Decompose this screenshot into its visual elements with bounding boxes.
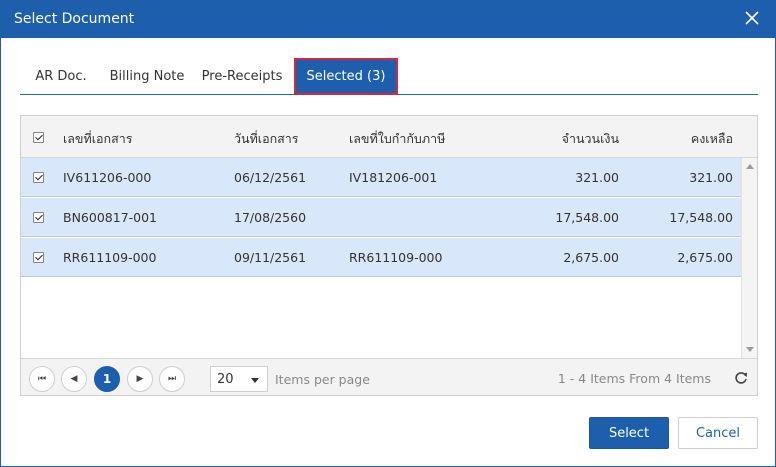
tax-invoice-cell: IV181206-001 xyxy=(349,170,438,185)
doc-date-cell: 06/12/2561 xyxy=(234,170,307,185)
items-per-page-label: Items per page xyxy=(275,372,370,387)
row-checkbox[interactable] xyxy=(33,212,44,223)
balance-cell: 17,548.00 xyxy=(669,210,733,225)
documents-grid: เลขที่เอกสาร วันที่เอกสาร เลขที่ใบกำกับภ… xyxy=(20,115,758,396)
current-page-button[interactable]: 1 xyxy=(94,366,120,392)
dialog-titlebar: Select Document xyxy=(1,1,775,38)
close-icon[interactable] xyxy=(743,9,761,27)
table-row[interactable]: RR611109-000 09/11/2561 RR611109-000 2,6… xyxy=(21,238,741,277)
doc-date-cell: 09/11/2561 xyxy=(234,250,307,265)
column-header-amount[interactable]: จำนวนเงิน xyxy=(561,131,619,146)
tab-selected[interactable]: Selected (3) xyxy=(294,58,398,95)
tab-billing-note[interactable]: Billing Note xyxy=(109,68,185,84)
grid-pager: ⏮ ◀ 1 ▶ ⏭ 20 Items per page 1 - 4 Items … xyxy=(21,358,757,395)
column-header-balance[interactable]: คงเหลือ xyxy=(690,131,733,146)
column-header-doc-date[interactable]: วันที่เอกสาร xyxy=(234,131,299,146)
amount-cell: 17,548.00 xyxy=(555,210,619,225)
doc-no-cell: RR611109-000 xyxy=(63,250,157,265)
tab-ar-doc[interactable]: AR Doc. xyxy=(35,68,87,84)
cancel-button[interactable]: Cancel xyxy=(678,417,758,449)
table-row[interactable]: BN600817-001 17/08/2560 17,548.00 17,548… xyxy=(21,198,741,237)
amount-cell: 2,675.00 xyxy=(563,250,619,265)
grid-scrollbar[interactable] xyxy=(741,158,757,358)
last-page-button[interactable]: ⏭ xyxy=(159,366,185,392)
page-size-value: 20 xyxy=(217,372,234,387)
refresh-icon[interactable] xyxy=(733,370,749,386)
select-all-checkbox[interactable] xyxy=(33,132,44,143)
balance-cell: 321.00 xyxy=(689,170,733,185)
tab-pre-receipts[interactable]: Pre-Receipts xyxy=(201,68,283,84)
scroll-down-icon[interactable] xyxy=(746,347,754,352)
doc-no-cell: IV611206-000 xyxy=(63,170,152,185)
doc-no-cell: BN600817-001 xyxy=(63,210,158,225)
tax-invoice-cell: RR611109-000 xyxy=(349,250,443,265)
select-button[interactable]: Select xyxy=(589,417,669,449)
next-page-button[interactable]: ▶ xyxy=(127,366,153,392)
table-row[interactable]: IV611206-000 06/12/2561 IV181206-001 321… xyxy=(21,158,741,197)
column-header-tax-invoice[interactable]: เลขที่ใบกำกับภาษี xyxy=(349,131,446,146)
chevron-down-icon xyxy=(251,378,259,383)
column-header-doc-no[interactable]: เลขที่เอกสาร xyxy=(63,131,133,146)
balance-cell: 2,675.00 xyxy=(677,250,733,265)
prev-page-button[interactable]: ◀ xyxy=(61,366,87,392)
doc-date-cell: 17/08/2560 xyxy=(234,210,307,225)
amount-cell: 321.00 xyxy=(575,170,619,185)
grid-header: เลขที่เอกสาร วันที่เอกสาร เลขที่ใบกำกับภ… xyxy=(21,116,757,158)
first-page-button[interactable]: ⏮ xyxy=(29,366,55,392)
document-tabs: AR Doc. Billing Note Pre-Receipts Select… xyxy=(20,58,758,95)
dialog-title: Select Document xyxy=(14,11,135,27)
pager-info: 1 - 4 Items From 4 Items xyxy=(557,371,711,386)
page-size-select[interactable]: 20 xyxy=(210,366,268,392)
row-checkbox[interactable] xyxy=(33,252,44,263)
row-checkbox[interactable] xyxy=(33,172,44,183)
scroll-up-icon[interactable] xyxy=(746,164,754,169)
